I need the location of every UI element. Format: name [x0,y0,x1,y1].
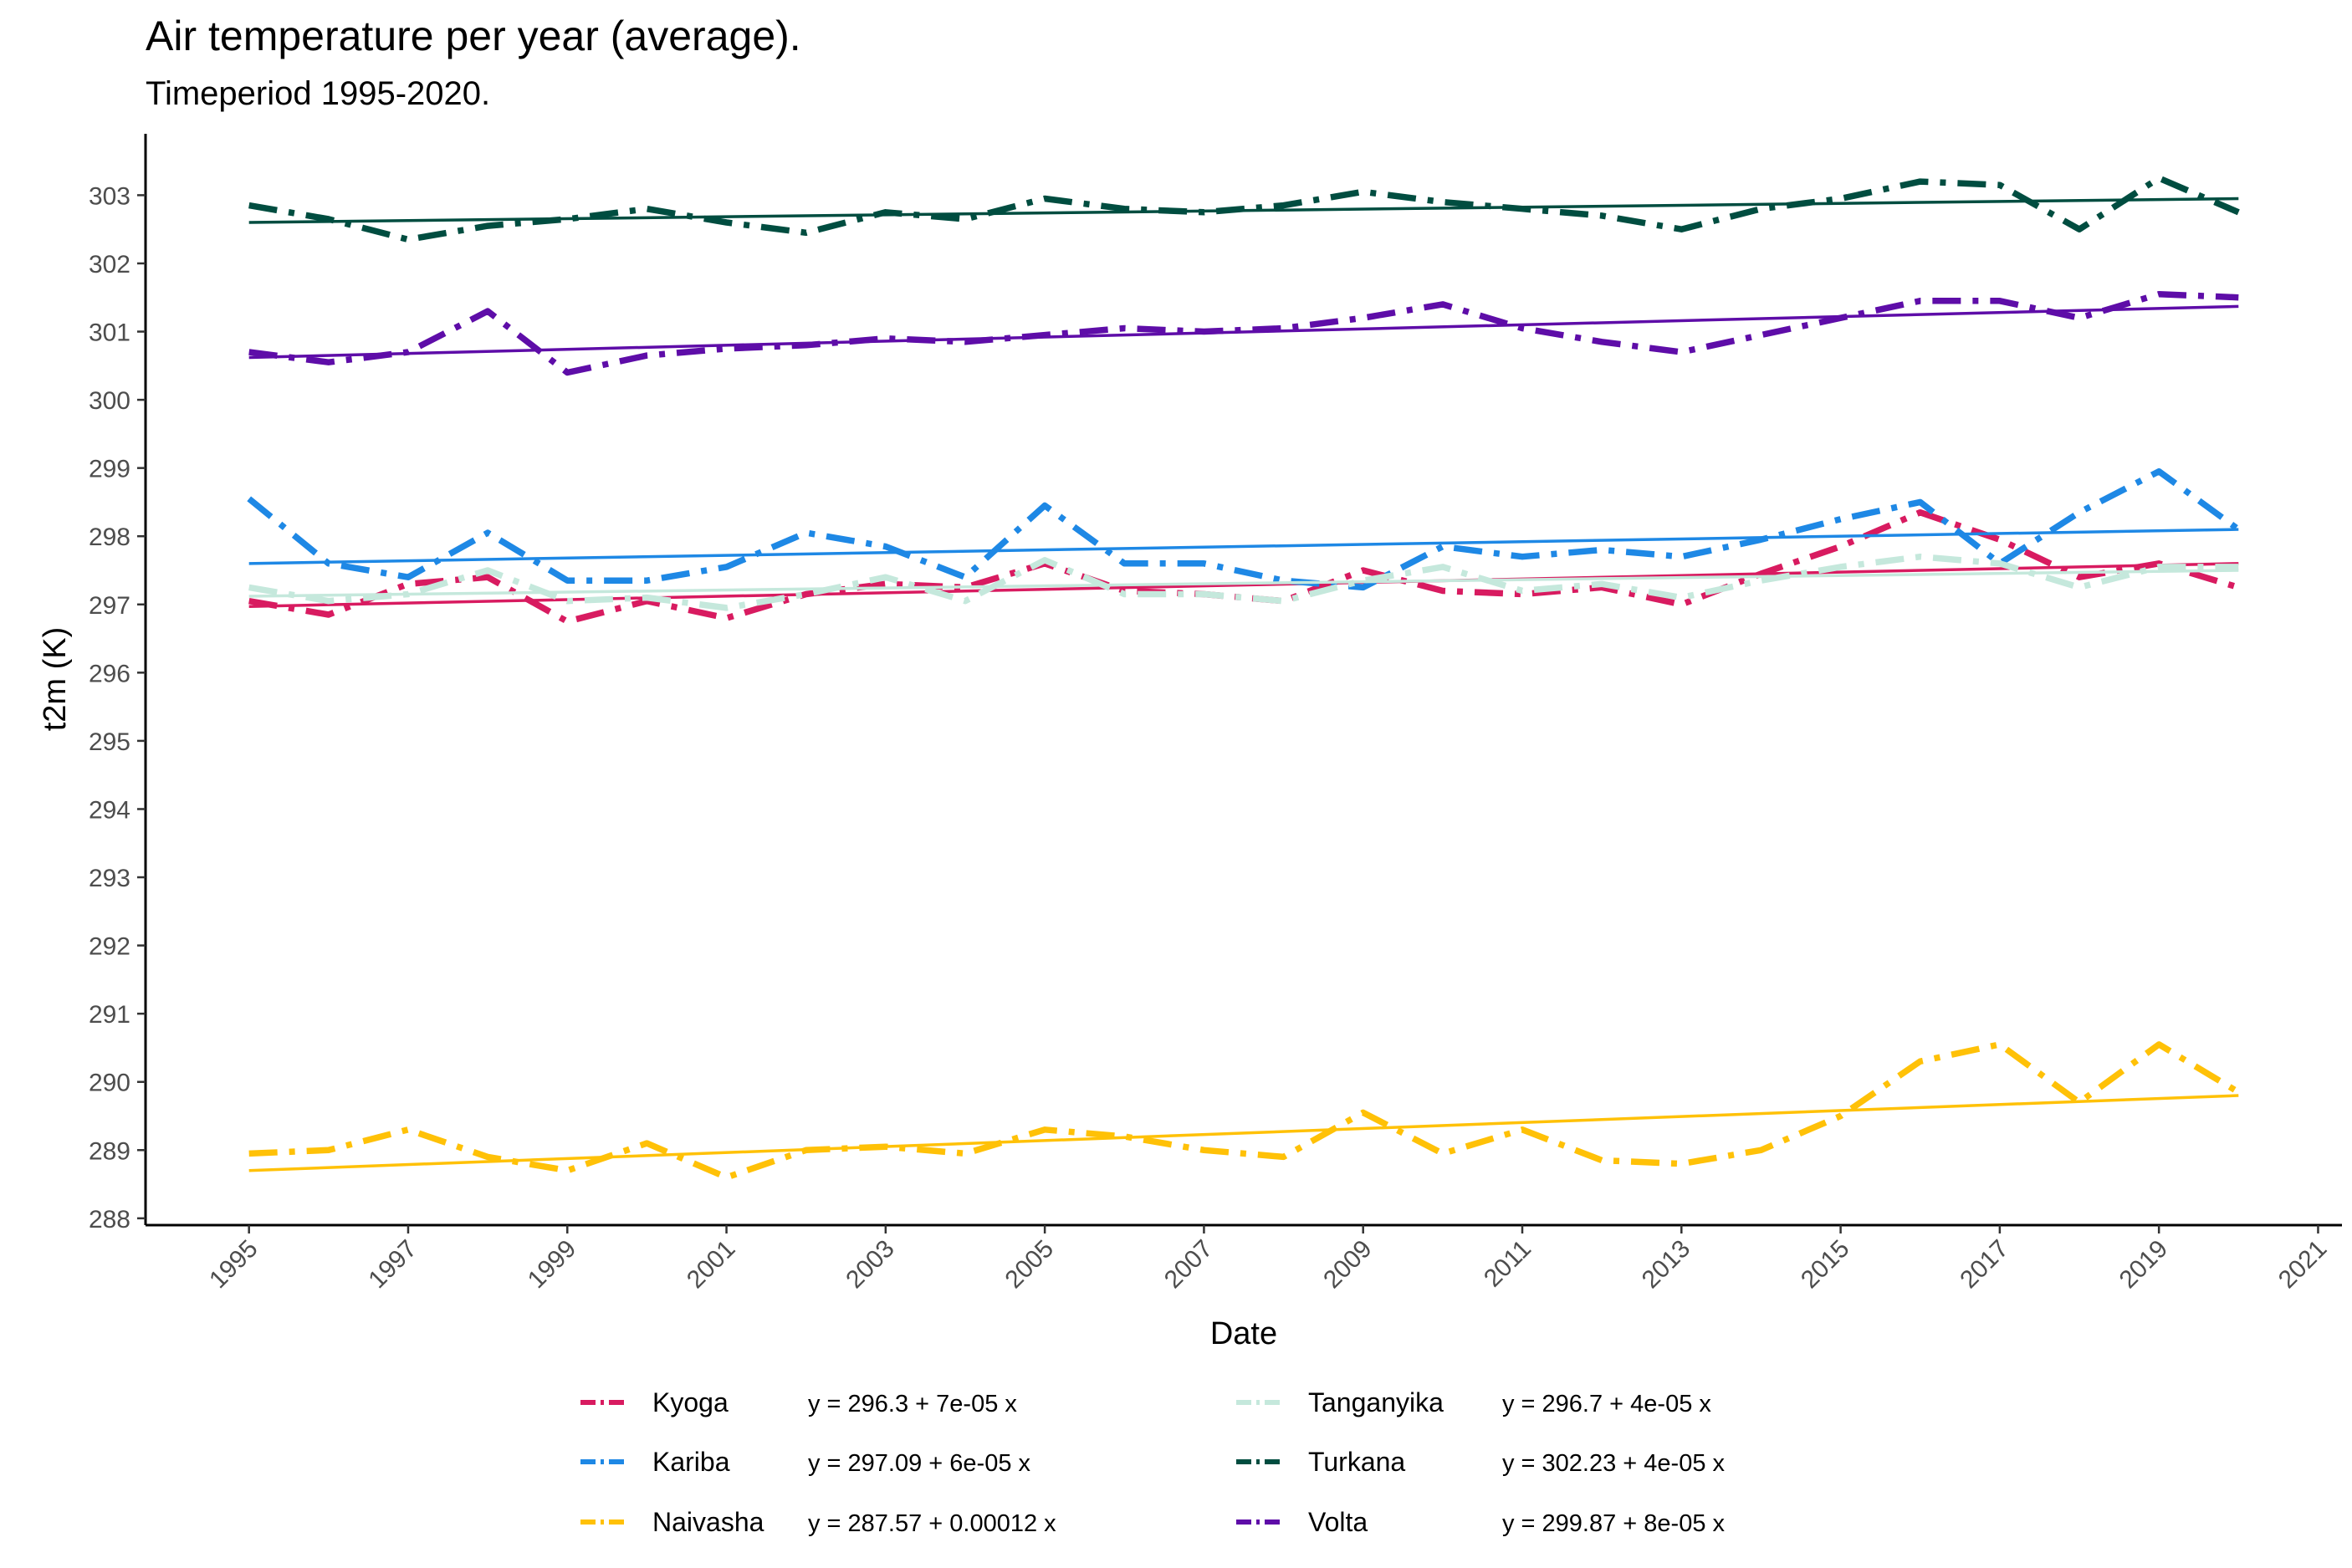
y-tick-label: 297 [89,592,130,620]
legend-equation-tanganyika: y = 296.7 + 4e-05 x [1502,1391,1711,1417]
chart-title: Air temperature per year (average). [146,13,801,59]
y-tick-label: 295 [89,728,130,756]
trend-line-kariba [248,528,2239,565]
legend-label-naivasha: Naivasha [652,1507,764,1537]
x-tick-label: 2011 [1479,1235,1536,1293]
plot-area: 288 289 290 291 292 293 294 295 296 297 298 299 300 3… [89,134,2342,1294]
legend-equation-naivasha: y = 287.57 + 0.00012 x [808,1510,1056,1537]
y-tick-label: 293 [89,865,130,892]
legend-label-kariba: Kariba [652,1447,730,1477]
trend-line-naivasha [248,1094,2239,1172]
y-tick-label: 294 [89,796,130,824]
y-tick-label: 292 [89,933,130,961]
legend-label-kyoga: Kyoga [652,1387,729,1417]
x-tick-label: 2001 [682,1235,741,1295]
x-tick-label: 2005 [1000,1235,1060,1295]
chart-subtitle: Timeperiod 1995-2020. [146,75,490,112]
y-tick-label: 302 [89,251,130,278]
y-axis-title: t2m (K) [38,627,73,732]
x-tick-label: 2015 [1796,1235,1855,1295]
legend-equation-kyoga: y = 296.3 + 7e-05 x [808,1391,1017,1417]
x-tick-label: 1999 [523,1235,582,1295]
legend: Kyoga y = 296.3 + 7e-05 x Kariba y = 297.09… [580,1387,1726,1537]
x-axis-title: Date [1210,1316,1277,1351]
x-tick-label: 1997 [363,1235,422,1295]
x-tick-label: 2003 [841,1235,900,1295]
series-line-turkana [248,175,2240,243]
y-tick-label: 298 [89,524,130,551]
legend-equation-kariba: y = 297.09 + 6e-05 x [808,1450,1031,1477]
y-tick-label: 301 [89,319,130,347]
y-tick-label: 291 [89,1001,130,1029]
legend-equation-volta: y = 299.87 + 8e-05 x [1502,1510,1726,1537]
legend-label-turkana: Turkana [1308,1447,1405,1477]
legend-equation-turkana: y = 302.23 + 4e-05 x [1502,1450,1726,1477]
series-line-volta [248,290,2239,376]
y-tick-label: 299 [89,456,130,483]
x-tick-label: 2007 [1159,1235,1219,1295]
series-line-naivasha [248,1041,2241,1181]
series-line-kariba [247,467,2241,591]
trend-line-kyoga [248,562,2239,608]
legend-label-tanganyika: Tanganyika [1308,1387,1444,1417]
x-tick-label: 2009 [1318,1235,1378,1295]
legend-label-volta: Volta [1308,1507,1368,1537]
x-tick-label: 2021 [2273,1235,2333,1295]
trend-line-turkana [248,197,2239,224]
trend-line-volta [248,304,2239,360]
y-tick-label: 303 [89,182,130,210]
x-tick-label: 2019 [2114,1235,2174,1295]
y-tick-label: 296 [89,660,130,687]
y-tick-label: 300 [89,387,130,415]
y-tick-label: 289 [89,1137,130,1165]
y-tick-label: 288 [89,1206,130,1233]
series-line-kyoga [248,508,2240,625]
trend-line-tanganyika [248,569,2239,598]
x-tick-label: 2013 [1637,1235,1696,1295]
x-tick-label: 1995 [204,1235,263,1295]
y-tick-label: 290 [89,1070,130,1097]
x-tick-label: 2017 [1955,1235,2014,1295]
